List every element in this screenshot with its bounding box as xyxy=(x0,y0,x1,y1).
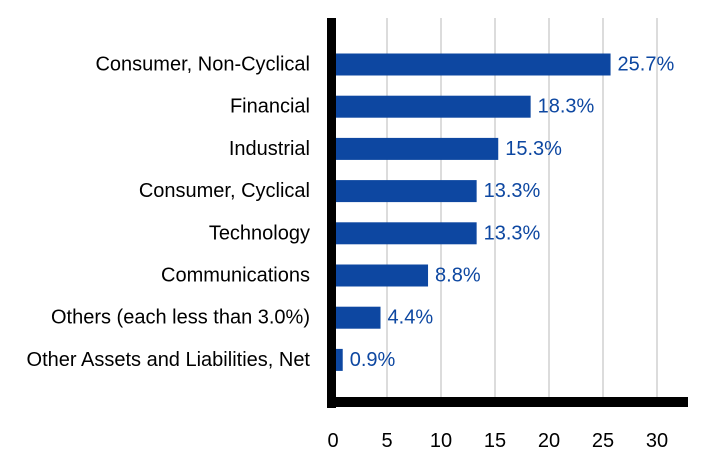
bar-6 xyxy=(333,264,429,287)
value-label: 25.7% xyxy=(618,54,675,76)
bar-2 xyxy=(333,95,531,118)
value-label: 18.3% xyxy=(538,96,595,118)
x-tick-label: 0 xyxy=(327,430,338,452)
x-tick-label: 25 xyxy=(592,430,614,452)
category-label: Industrial xyxy=(229,138,310,160)
x-tick-label: 15 xyxy=(484,430,506,452)
x-tick-labels: 0 5 10 15 20 25 30 xyxy=(327,430,668,452)
y-axis-line xyxy=(327,18,336,408)
bar-3 xyxy=(333,137,499,160)
x-tick-label: 30 xyxy=(646,430,668,452)
bar-4 xyxy=(333,180,477,203)
x-axis-line xyxy=(327,397,688,407)
category-label: Technology xyxy=(209,222,310,244)
value-label: 13.3% xyxy=(484,180,541,202)
category-label: Consumer, Non-Cyclical xyxy=(95,54,310,76)
category-label: Other Assets and Liabilities, Net xyxy=(27,349,311,371)
category-label: Others (each less than 3.0%) xyxy=(51,307,310,329)
value-label: 4.4% xyxy=(388,307,434,329)
value-label: 8.8% xyxy=(435,265,481,287)
x-tick-label: 5 xyxy=(381,430,392,452)
category-label: Consumer, Cyclical xyxy=(139,180,310,202)
bar-7 xyxy=(333,306,381,329)
x-tick-label: 20 xyxy=(538,430,560,452)
category-labels: Consumer, Non-Cyclical Financial Industria… xyxy=(27,54,311,371)
bar-1 xyxy=(333,53,611,76)
bar-5 xyxy=(333,222,477,245)
category-label: Communications xyxy=(161,265,310,287)
bars xyxy=(333,53,611,371)
value-label: 0.9% xyxy=(350,349,396,371)
value-label: 13.3% xyxy=(484,222,541,244)
gridlines xyxy=(386,18,658,402)
bar-8 xyxy=(333,348,343,371)
axes xyxy=(327,18,688,408)
category-label: Financial xyxy=(230,96,310,118)
value-labels: 25.7%18.3%15.3%13.3%13.3%8.8%4.4%0.9% xyxy=(350,54,675,371)
x-tick-label: 10 xyxy=(430,430,452,452)
value-label: 15.3% xyxy=(505,138,562,160)
